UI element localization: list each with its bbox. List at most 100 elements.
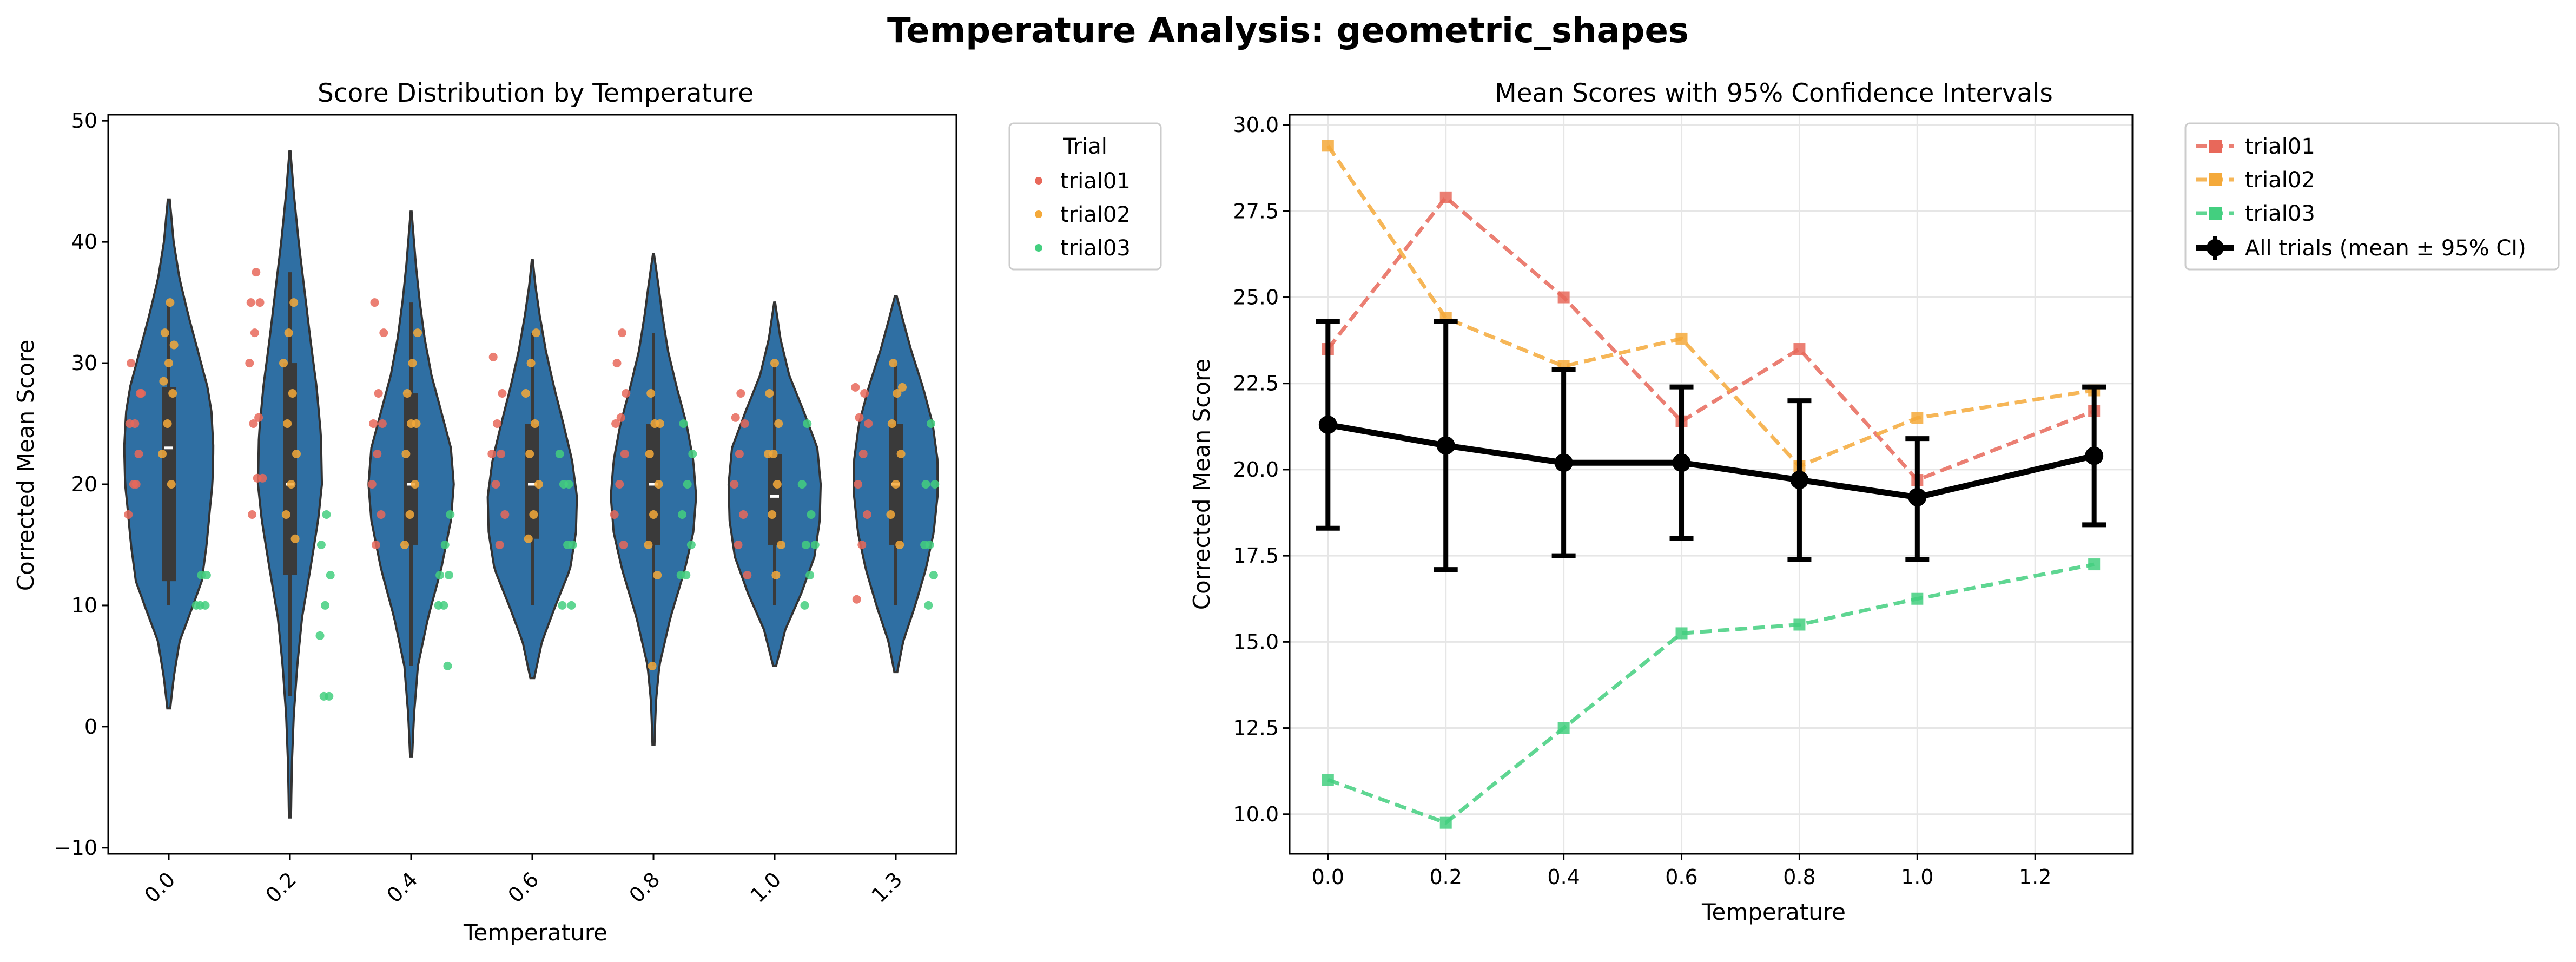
point-trial01-0.4	[369, 419, 378, 428]
mean-marker	[1908, 487, 1927, 506]
point-trial03-1.3	[930, 480, 940, 489]
series-marker-trial02	[1675, 332, 1688, 345]
violin-y-tick-label: 40	[71, 230, 97, 254]
violin-x-axis-label: Temperature	[463, 919, 607, 946]
point-trial02-0.6	[526, 359, 536, 368]
point-trial01-1.0	[740, 419, 749, 428]
point-trial01-1.3	[852, 595, 861, 604]
legend-marker-trial01	[1035, 177, 1042, 185]
point-trial02-1.0	[774, 419, 783, 428]
point-trial02-0.0	[163, 419, 172, 428]
point-trial03-1.0	[803, 419, 812, 428]
point-trial01-0.4	[373, 450, 382, 458]
violin-x-tick-label: 1.3	[867, 867, 907, 907]
point-trial03-0.8	[679, 419, 688, 428]
point-trial02-0.8	[649, 510, 658, 519]
series-marker-trial03	[2088, 558, 2101, 571]
series-marker-trial03	[1557, 722, 1570, 734]
violin-chart: Score Distribution by Temperature −10 0 10…	[12, 78, 1162, 946]
point-trial03-0.0	[201, 601, 210, 610]
point-trial03-0.2	[322, 510, 331, 519]
point-trial01-0.8	[620, 450, 629, 458]
point-trial01-0.0	[134, 450, 143, 458]
point-trial01-0.0	[130, 419, 140, 428]
point-trial02-1.3	[895, 541, 904, 549]
line-y-tick-label: 12.5	[1233, 716, 1279, 740]
violin-y-axis-label: Corrected Mean Score	[12, 340, 39, 591]
point-trial03-0.6	[558, 601, 567, 610]
point-trial03-0.6	[568, 541, 577, 549]
violin-x-tick-label: 0.4	[382, 867, 422, 907]
legend-marker-trial02	[1035, 210, 1042, 218]
point-trial02-0.8	[648, 661, 657, 670]
point-trial01-0.8	[612, 359, 622, 368]
series-marker-trial03	[1911, 592, 1924, 605]
point-trial01-0.4	[367, 480, 377, 489]
point-trial02-1.0	[769, 450, 778, 458]
line-marks	[1316, 140, 2106, 829]
point-trial02-0.2	[281, 510, 290, 519]
point-trial02-0.8	[656, 419, 664, 428]
point-trial02-0.8	[653, 571, 662, 579]
point-trial03-0.4	[443, 661, 452, 670]
point-trial01-0.6	[497, 450, 506, 458]
point-trial01-1.3	[854, 480, 863, 489]
violin-x-tick-label: 0.8	[625, 867, 665, 907]
mean-marker	[1672, 453, 1691, 472]
line-legend: trial01 trial02 trial03 All trials (mean…	[2184, 122, 2560, 271]
point-trial01-0.2	[249, 419, 258, 428]
point-trial03-0.4	[435, 571, 445, 579]
point-trial03-0.0	[202, 571, 211, 579]
point-trial02-0.0	[167, 480, 176, 489]
point-trial01-1.3	[855, 413, 864, 422]
line-axes-frame	[1289, 114, 2134, 855]
point-trial02-0.2	[290, 534, 300, 543]
point-trial03-0.2	[321, 601, 330, 610]
line-y-tick-label: 22.5	[1233, 372, 1279, 396]
point-trial02-0.0	[160, 328, 169, 338]
point-trial02-0.0	[164, 359, 173, 368]
point-trial01-0.2	[254, 413, 263, 422]
point-trial02-0.2	[284, 328, 293, 338]
point-trial03-0.4	[444, 571, 453, 579]
violin-legend-label-trial03: trial03	[1060, 236, 1131, 261]
point-trial03-0.8	[678, 510, 687, 519]
point-trial02-1.0	[771, 571, 781, 579]
series-marker-trial02	[1322, 140, 1334, 152]
point-trial02-0.4	[413, 328, 422, 338]
line-axes: 10.0 12.5 15.0 17.5 20.0 22.5 25.0 27.5 30.0 0.0 0…	[1233, 113, 2134, 889]
legend-marker-trial03	[1035, 244, 1042, 252]
point-trial01-0.6	[492, 419, 501, 428]
violin-legend-frame	[1008, 122, 1162, 271]
point-trial03-0.2	[326, 571, 335, 579]
series-marker-trial02	[1911, 412, 1924, 424]
point-trial03-0.4	[439, 601, 448, 610]
point-trial01-1.0	[730, 480, 739, 489]
point-trial02-1.0	[765, 389, 774, 398]
point-trial01-0.6	[500, 510, 510, 519]
line-x-tick-label: 0.8	[1783, 865, 1815, 889]
point-trial01-1.0	[734, 541, 743, 549]
point-trial03-0.6	[564, 480, 573, 489]
point-trial01-0.4	[370, 298, 379, 307]
violin-x-tick-label: 0.6	[504, 867, 544, 907]
point-trial02-0.4	[408, 359, 417, 368]
point-trial01-0.8	[616, 413, 625, 422]
mean-marker	[1436, 436, 1455, 455]
point-trial01-0.0	[127, 359, 136, 368]
point-trial01-0.8	[615, 480, 624, 489]
point-trial01-0.6	[498, 389, 507, 398]
violin-legend-title: Trial	[1062, 134, 1107, 159]
series-marker-trial03	[1675, 627, 1688, 640]
point-trial02-1.3	[886, 510, 895, 519]
point-trial01-1.0	[743, 571, 752, 579]
point-trial03-0.8	[686, 541, 696, 549]
point-trial01-0.4	[378, 419, 387, 428]
point-trial02-0.4	[411, 480, 420, 489]
point-trial03-0.2	[325, 691, 334, 701]
point-trial01-1.3	[858, 450, 868, 458]
mean-marker	[1318, 416, 1337, 434]
point-trial01-0.8	[611, 419, 620, 428]
point-trial03-1.0	[805, 571, 815, 579]
